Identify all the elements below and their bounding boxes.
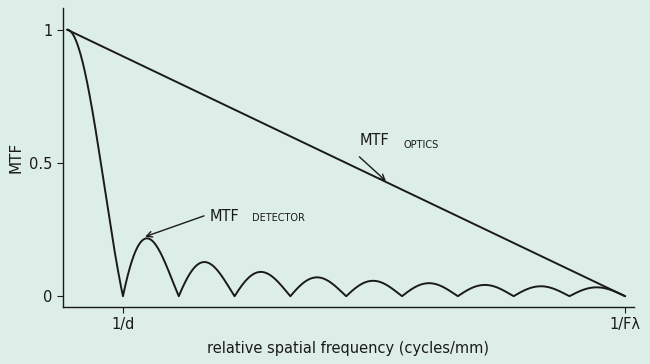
Text: MTF: MTF (209, 209, 239, 224)
Y-axis label: MTF: MTF (8, 142, 23, 173)
Text: OPTICS: OPTICS (403, 141, 438, 150)
Text: DETECTOR: DETECTOR (252, 213, 306, 223)
X-axis label: relative spatial frequency (cycles/mm): relative spatial frequency (cycles/mm) (207, 341, 489, 356)
Text: MTF: MTF (360, 133, 390, 148)
